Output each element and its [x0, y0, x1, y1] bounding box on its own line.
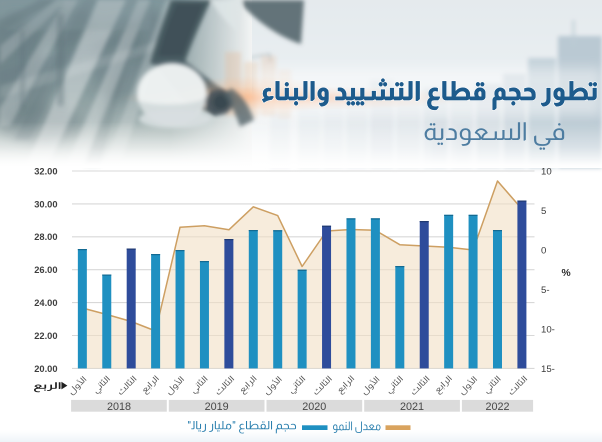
- svg-text:24.00: 24.00: [34, 298, 57, 308]
- svg-text:2021: 2021: [400, 401, 424, 413]
- svg-text:10: 10: [541, 167, 552, 178]
- svg-text:28.00: 28.00: [34, 232, 57, 242]
- svg-text:32.00: 32.00: [34, 166, 57, 176]
- svg-text:5: 5: [541, 206, 546, 217]
- svg-text:26.00: 26.00: [34, 265, 57, 275]
- svg-text:0: 0: [541, 245, 546, 256]
- svg-text:5-: 5-: [541, 285, 550, 296]
- svg-text:22.00: 22.00: [34, 331, 57, 341]
- svg-text:2018: 2018: [107, 401, 131, 413]
- svg-text:2022: 2022: [485, 401, 509, 413]
- svg-text:10-: 10-: [541, 324, 555, 335]
- svg-text:30.00: 30.00: [34, 199, 57, 209]
- svg-text:15-: 15-: [541, 364, 555, 375]
- svg-text:2020: 2020: [302, 401, 326, 413]
- svg-text:%: %: [562, 268, 571, 279]
- svg-text:20.00: 20.00: [34, 364, 57, 374]
- svg-text:2019: 2019: [205, 401, 229, 413]
